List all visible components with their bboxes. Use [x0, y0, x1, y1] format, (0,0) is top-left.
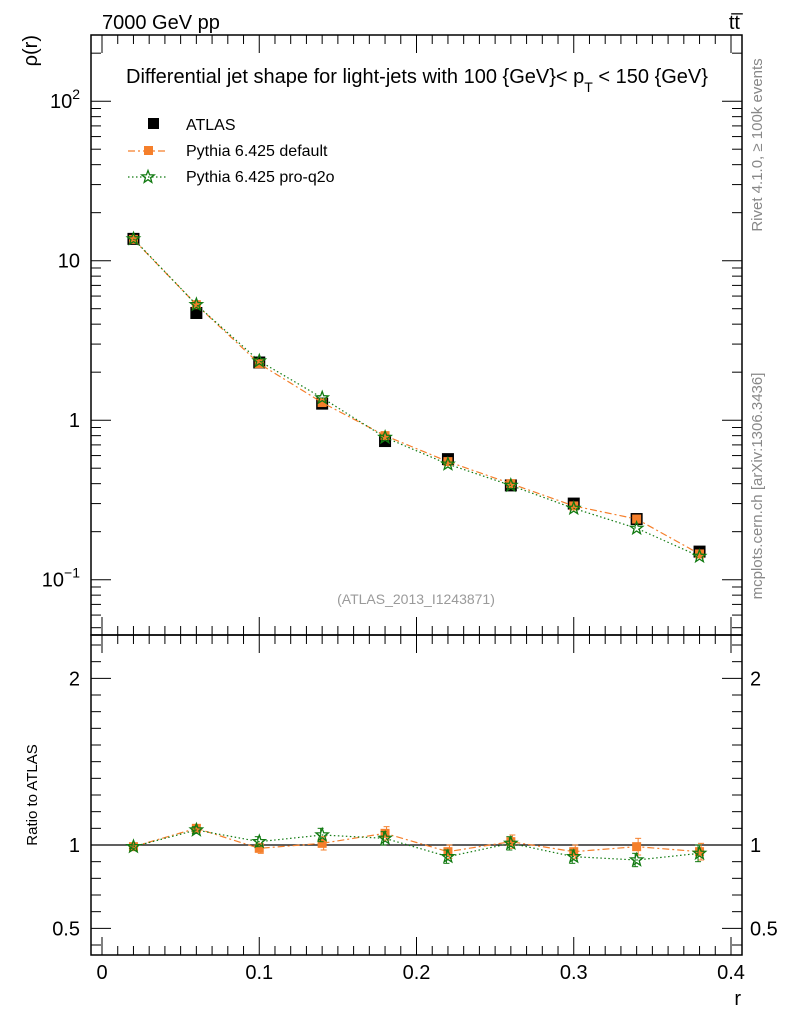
main-y-axis-label: ρ(r): [20, 35, 42, 66]
series-line: [133, 238, 700, 557]
ratio-series-0: [128, 823, 705, 861]
main-y-tick-labels: 10−1 1 10 102: [42, 86, 80, 591]
default-data-point: [380, 431, 390, 441]
legend-label-atlas: ATLAS: [186, 117, 236, 134]
ratio-default-point: [317, 838, 327, 848]
legend-marker-proq2o: [140, 168, 156, 184]
main-y-tick-label: 1: [69, 410, 80, 432]
mcplots-label: mcplots.cern.ch [arXiv:1306.3436]: [749, 373, 766, 600]
analysis-watermark: (ATLAS_2013_I1243871): [337, 591, 495, 607]
series-0: [127, 232, 706, 558]
series-2: [125, 230, 708, 564]
proq2o-data-point: [691, 547, 708, 564]
legend-label-default: Pythia 6.425 default: [186, 143, 328, 160]
default-data-point: [506, 479, 516, 489]
ratio-y-tick-label-right: 1: [750, 835, 761, 857]
x-axis-label: r: [734, 988, 741, 1010]
ratio-proq2o-point: [125, 838, 142, 854]
x-tick-label: 0: [96, 962, 107, 984]
proq2o-data-point: [188, 296, 205, 312]
default-data-point: [569, 501, 579, 511]
ratio-proq2o-point: [691, 844, 708, 861]
ratio-data-series: [125, 821, 708, 868]
proq2o-data-point: [628, 519, 645, 536]
chart-title-subscript: T: [584, 79, 593, 95]
beam-label: 7000 GeV pp: [102, 12, 220, 34]
ratio-default-point: [695, 847, 705, 857]
ratio-proq2o-point: [628, 851, 645, 867]
default-data-point: [443, 457, 453, 467]
ratio-y-axis-label: Ratio to ATLAS: [24, 744, 41, 845]
legend-label-proq2o: Pythia 6.425 pro-q2o: [186, 169, 335, 186]
main-axis-ticks: [91, 35, 742, 635]
proq2o-data-point: [565, 499, 582, 516]
process-label: tt̅: [729, 12, 743, 34]
ratio-axis-ticks: [91, 635, 742, 955]
ratio-default-point: [254, 843, 264, 853]
rivet-version-label: Rivet 4.1.0, ≥ 100k events: [749, 58, 766, 231]
main-y-tick-label: 102: [50, 86, 80, 113]
legend: ATLAS Pythia 6.425 default Pythia 6.425 …: [128, 117, 335, 186]
proq2o-data-point: [314, 389, 331, 405]
proq2o-data-point: [502, 476, 519, 493]
main-y-tick-label: 10: [58, 251, 80, 273]
ratio-default-point: [506, 837, 516, 847]
ratio-series-line: [133, 829, 700, 861]
ratio-plot-panel: 0.5 0.5 1 1 2 2 0 0.1 0.2 0.3 0.4 Ratio to ATLAS r: [24, 634, 778, 1010]
ratio-y-tick-label: 0.5: [52, 918, 80, 940]
ratio-default-point: [632, 842, 642, 852]
ratio-proq2o-point: [565, 848, 582, 864]
main-plot-panel: 10−1 1 10 102 ρ(r) Differential jet shape f…: [20, 34, 743, 636]
proq2o-data-point: [440, 455, 456, 471]
default-data-point: [695, 549, 705, 559]
ratio-proq2o-point: [502, 834, 519, 851]
x-tick-label: 0.3: [560, 962, 588, 984]
x-tick-label: 0.2: [403, 962, 431, 984]
ratio-proq2o-point: [314, 826, 331, 842]
proq2o-data-point: [377, 428, 393, 445]
main-data-series: [125, 230, 708, 564]
x-tick-label: 0.4: [717, 962, 745, 984]
ratio-proq2o-point: [377, 829, 393, 846]
ratio-y-tick-label: 1: [69, 835, 80, 857]
proq2o-data-point: [251, 352, 268, 368]
ratio-proq2o-point: [251, 833, 268, 849]
ratio-default-point: [191, 823, 201, 833]
main-y-tick-label: 10−1: [42, 565, 80, 592]
ratio-series-1: [125, 821, 708, 868]
series-line: [133, 238, 700, 555]
chart-title-main: Differential jet shape for light-jets wi…: [126, 66, 584, 88]
ratio-y-tick-label-right: 2: [750, 668, 761, 690]
ratio-plot-frame: [90, 634, 743, 956]
legend-marker-atlas: [148, 118, 159, 129]
default-data-point: [191, 300, 201, 310]
ratio-series-line: [133, 827, 700, 853]
ratio-y-tick-label: 2: [69, 668, 80, 690]
chart-title-end: < 150 {GeV}: [593, 66, 708, 88]
ratio-tick-labels: 0.5 0.5 1 1 2 2 0 0.1 0.2 0.3 0.4: [52, 668, 778, 984]
legend-marker-default: [144, 146, 153, 155]
ratio-proq2o-point: [188, 821, 205, 837]
default-data-point: [632, 514, 642, 524]
proq2o-data-point: [125, 230, 142, 246]
x-tick-label: 0.1: [245, 962, 273, 984]
ratio-y-tick-label-right: 0.5: [750, 918, 778, 940]
chart-title: Differential jet shape for light-jets wi…: [126, 66, 708, 95]
ratio-proq2o-point: [440, 848, 456, 864]
series-1: [128, 234, 705, 559]
default-data-point: [317, 398, 327, 408]
